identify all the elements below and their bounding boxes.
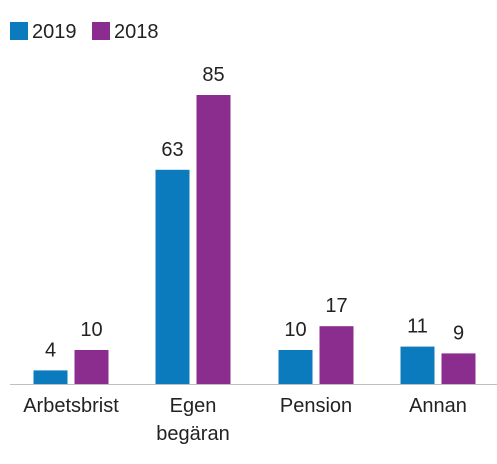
data-label: 10 (80, 319, 102, 341)
bar (441, 353, 476, 384)
data-label: 9 (453, 322, 464, 344)
data-label: 85 (202, 64, 224, 86)
bar (278, 350, 313, 384)
data-label: 17 (325, 295, 347, 317)
legend-label: 2019 (32, 21, 77, 43)
legend-label: 2018 (114, 21, 159, 43)
bar (33, 370, 68, 384)
data-label: 63 (161, 139, 183, 161)
bar (400, 346, 435, 384)
x-tick-label: Arbetsbrist (23, 395, 119, 417)
data-label: 4 (45, 339, 56, 361)
legend-swatch (10, 22, 28, 40)
x-tick-label: Egen begäran (156, 395, 229, 445)
data-label: 11 (407, 316, 428, 338)
data-label: 10 (284, 319, 306, 341)
x-tick-label: Pension (280, 395, 352, 417)
bar (196, 95, 231, 384)
bar (155, 169, 190, 384)
bar (74, 350, 109, 384)
bar (319, 326, 354, 384)
legend-swatch (92, 22, 110, 40)
x-tick-label: Annan (409, 395, 467, 417)
